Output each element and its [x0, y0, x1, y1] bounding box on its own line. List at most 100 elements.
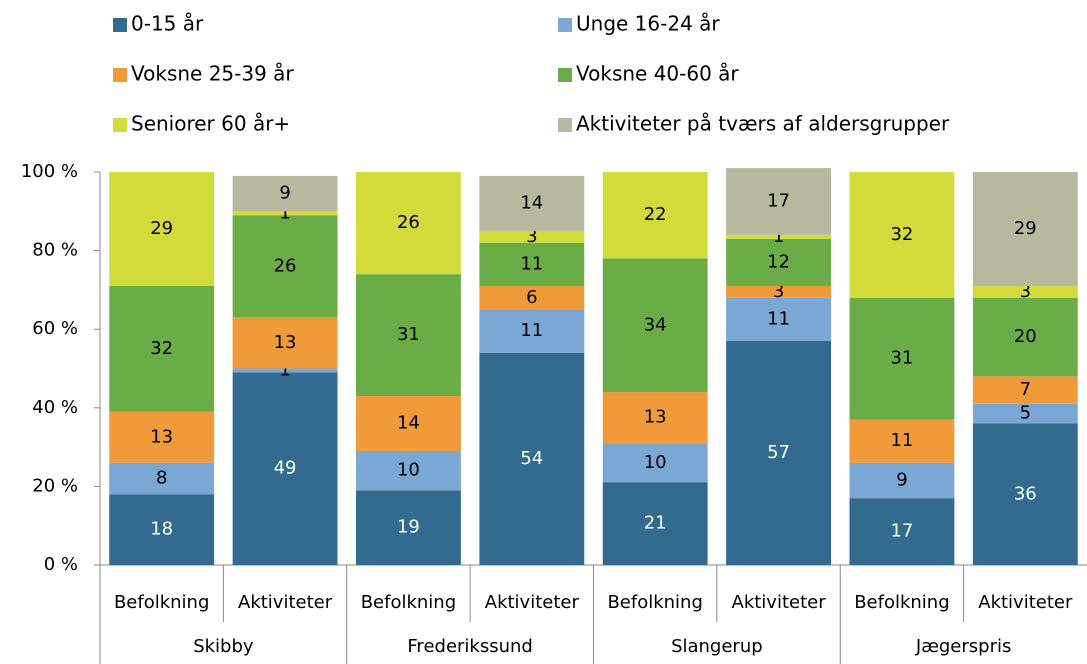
legend-swatch: [113, 68, 127, 82]
data-label: 17: [890, 521, 913, 542]
x-tick-label: Befolkning: [361, 592, 456, 613]
data-label: 22: [644, 204, 667, 225]
legend-swatch: [113, 18, 127, 32]
bar-segment: [726, 168, 831, 235]
legend-label: 0-15 år: [131, 12, 204, 36]
bar-segment: [356, 451, 461, 491]
data-label: 26: [274, 255, 297, 276]
group-label: Slangerup: [671, 636, 763, 657]
data-label: 26: [397, 212, 420, 233]
y-tick-label: 80 %: [32, 240, 78, 261]
bar-segment: [726, 297, 831, 341]
bar-segment: [849, 419, 955, 463]
data-label: 11: [520, 253, 543, 274]
data-label: 36: [1014, 483, 1037, 504]
data-label: 13: [150, 426, 173, 447]
bar-segment: [972, 297, 1078, 377]
data-label: 11: [520, 320, 543, 341]
bar-segment: [232, 317, 338, 369]
bar-segment: [479, 352, 585, 565]
bar-segment: [479, 242, 585, 286]
bar-segment: [109, 462, 215, 495]
data-label: 10: [397, 460, 420, 481]
y-tick-label: 60 %: [32, 318, 78, 339]
data-label: 54: [520, 448, 543, 469]
bar-segment: [602, 258, 708, 393]
data-label: 19: [397, 517, 420, 538]
x-tick-label: Befolkning: [607, 592, 702, 613]
y-tick-label: 20 %: [32, 475, 78, 496]
bar-segment: [602, 482, 708, 565]
bar-segment: [232, 175, 338, 212]
data-label: 32: [150, 338, 173, 359]
bar-segment: [726, 340, 831, 565]
bar-segment: [972, 172, 1078, 286]
data-label: 1: [279, 202, 290, 223]
legend-label: Unge 16-24 år: [576, 12, 720, 36]
data-label: 12: [767, 251, 790, 272]
data-label: 18: [150, 519, 173, 540]
data-label: 9: [279, 183, 290, 204]
bar-segment: [479, 309, 585, 353]
data-label: 32: [890, 224, 913, 245]
bar-segment: [726, 234, 831, 239]
x-tick-label: Aktiviteter: [238, 592, 333, 613]
y-tick-label: 40 %: [32, 397, 78, 418]
bar-segment: [726, 238, 831, 286]
bar-segment: [602, 443, 708, 483]
bar-segment: [849, 172, 955, 298]
data-label: 57: [767, 442, 790, 463]
bar-segment: [849, 498, 955, 565]
data-label: 9: [896, 470, 907, 491]
data-label: 13: [274, 332, 297, 353]
bar-segment: [356, 172, 461, 275]
bar-segment: [972, 285, 1078, 298]
data-label: 6: [526, 287, 537, 308]
bar-segment: [602, 172, 708, 259]
legend-label: Aktiviteter på tværs af aldersgrupper: [576, 112, 950, 136]
bar-segment: [972, 403, 1078, 424]
legend-swatch: [558, 118, 572, 132]
data-label: 1: [279, 359, 290, 380]
group-label: Frederikssund: [407, 636, 532, 657]
x-tick-label: Befolkning: [854, 592, 949, 613]
bar-segment: [232, 368, 338, 373]
data-label: 17: [767, 190, 790, 211]
bar-segment: [232, 211, 338, 216]
data-label: 21: [644, 513, 667, 534]
x-tick-label: Aktiviteter: [732, 592, 827, 613]
data-label: 7: [1020, 379, 1031, 400]
y-tick-label: 0 %: [44, 554, 78, 575]
data-label: 14: [520, 192, 543, 213]
legend-swatch: [113, 118, 127, 132]
bar-segment: [356, 274, 461, 397]
data-label: 31: [397, 324, 420, 345]
data-label: 1: [773, 226, 784, 247]
data-label: 10: [644, 452, 667, 473]
group-label: Jægerspris: [915, 636, 1011, 657]
bar-segment: [356, 490, 461, 565]
x-tick-label: Aktiviteter: [485, 592, 580, 613]
bar-segment: [726, 285, 831, 298]
bar-segment: [109, 494, 215, 565]
data-label: 8: [156, 468, 167, 489]
data-label: 11: [767, 308, 790, 329]
data-label: 29: [150, 218, 173, 239]
bar-segment: [849, 297, 955, 420]
bar-segment: [972, 376, 1078, 404]
bar-segment: [849, 462, 955, 499]
y-tick-label: 100 %: [21, 161, 78, 182]
legend-label: Seniorer 60 år+: [131, 112, 290, 136]
bar-segment: [602, 392, 708, 444]
group-label: Skibby: [193, 636, 254, 657]
data-label: 3: [526, 226, 537, 247]
bar-segment: [109, 172, 215, 286]
bar-segment: [232, 215, 338, 318]
legend-swatch: [558, 18, 572, 32]
bar-segment: [479, 285, 585, 310]
x-tick-label: Aktiviteter: [978, 592, 1073, 613]
bar-segment: [479, 230, 585, 243]
legend-label: Voksne 40-60 år: [576, 62, 739, 86]
data-label: 5: [1020, 403, 1031, 424]
